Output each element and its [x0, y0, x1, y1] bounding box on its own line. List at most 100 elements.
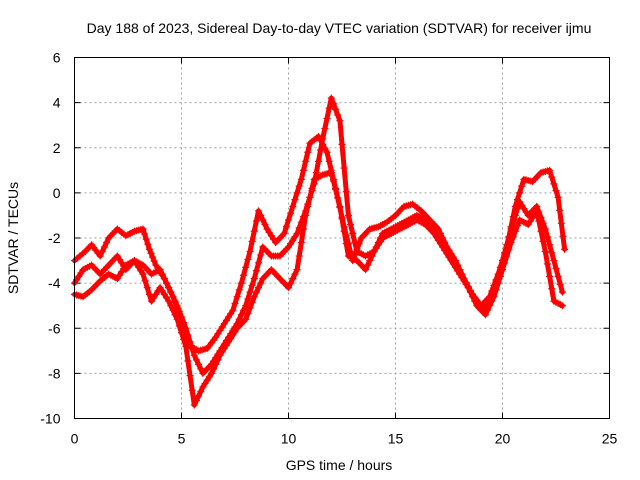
data-point	[246, 304, 254, 312]
data-point	[518, 182, 526, 190]
data-point	[366, 257, 374, 265]
x-tick-label: 0	[71, 431, 79, 447]
data-point	[175, 322, 183, 330]
data-point	[285, 284, 292, 292]
data-point	[484, 306, 492, 314]
data-point	[182, 324, 190, 332]
data-point	[178, 313, 185, 321]
data-point	[173, 315, 181, 323]
data-point	[192, 396, 200, 404]
data-point	[246, 288, 254, 296]
data-point	[180, 319, 188, 327]
data-point	[240, 306, 248, 314]
data-point	[287, 209, 295, 217]
data-point	[492, 286, 500, 294]
data-point	[499, 266, 506, 274]
data-point	[329, 177, 337, 185]
data-point	[282, 223, 290, 231]
data-point	[327, 94, 335, 102]
data-point	[175, 307, 183, 315]
data-point	[192, 356, 200, 364]
data-point	[289, 202, 297, 210]
data-point	[334, 111, 342, 119]
y-axis-label: SDTVAR / TECUs	[5, 182, 21, 294]
data-point	[259, 216, 267, 224]
y-tick-label: -10	[40, 411, 60, 427]
data-point	[299, 166, 307, 174]
data-point	[171, 311, 179, 319]
data-point	[362, 266, 370, 274]
data-point	[496, 272, 504, 280]
data-point	[338, 140, 346, 148]
data-point	[252, 217, 260, 225]
data-point	[242, 263, 250, 271]
data-point	[304, 202, 312, 210]
data-point	[558, 302, 566, 310]
data-point	[167, 302, 175, 310]
x-tick-label: 25	[602, 431, 618, 447]
data-point	[156, 266, 164, 274]
data-point	[556, 206, 564, 214]
data-point	[557, 219, 565, 227]
data-point	[314, 157, 322, 165]
data-point	[297, 239, 305, 247]
data-point	[242, 302, 250, 310]
data-point	[554, 272, 562, 280]
data-point	[535, 217, 543, 225]
data-point	[98, 248, 106, 256]
data-point	[336, 202, 344, 210]
y-tick-label: -4	[48, 275, 61, 291]
data-point	[252, 288, 260, 296]
data-point	[550, 257, 558, 265]
data-point	[321, 125, 329, 133]
data-point	[516, 189, 524, 197]
data-point	[556, 280, 564, 288]
data-point	[184, 357, 192, 365]
data-point	[149, 253, 157, 261]
data-point	[338, 215, 346, 223]
data-point	[250, 293, 258, 301]
data-point	[188, 386, 196, 394]
data-point	[293, 189, 301, 197]
data-point	[240, 271, 248, 279]
data-point	[546, 272, 554, 280]
data-point	[507, 239, 515, 247]
data-point	[250, 275, 258, 283]
data-point	[233, 293, 241, 301]
grid-layer	[74, 57, 610, 419]
data-point	[548, 249, 556, 257]
data-point	[141, 277, 149, 285]
x-tick-label: 5	[178, 431, 186, 447]
data-point	[295, 182, 303, 190]
data-point	[186, 372, 194, 380]
data-point	[255, 259, 263, 267]
data-point	[214, 356, 222, 364]
data-point	[158, 270, 166, 278]
data-point	[197, 365, 205, 373]
data-point	[163, 279, 171, 287]
data-point	[466, 288, 474, 296]
data-point	[368, 252, 376, 260]
data-point	[147, 249, 155, 257]
data-point	[195, 360, 203, 368]
series-lower-track	[71, 169, 566, 409]
data-point	[541, 248, 549, 256]
data-point	[308, 184, 316, 192]
data-point	[150, 257, 158, 265]
data-point	[248, 298, 256, 306]
data-point	[513, 222, 521, 230]
data-layer	[71, 94, 569, 409]
data-point	[244, 295, 252, 303]
data-point	[340, 227, 348, 235]
data-point	[464, 284, 472, 292]
data-point	[255, 284, 263, 292]
y-tick-label: 2	[53, 140, 61, 156]
data-point	[244, 310, 252, 318]
data-point	[323, 148, 331, 156]
y-tick-label: -6	[48, 320, 61, 336]
plot-frame	[74, 57, 610, 419]
data-point	[195, 392, 203, 400]
data-point	[197, 387, 205, 395]
data-point	[546, 166, 554, 174]
data-point	[171, 297, 179, 305]
